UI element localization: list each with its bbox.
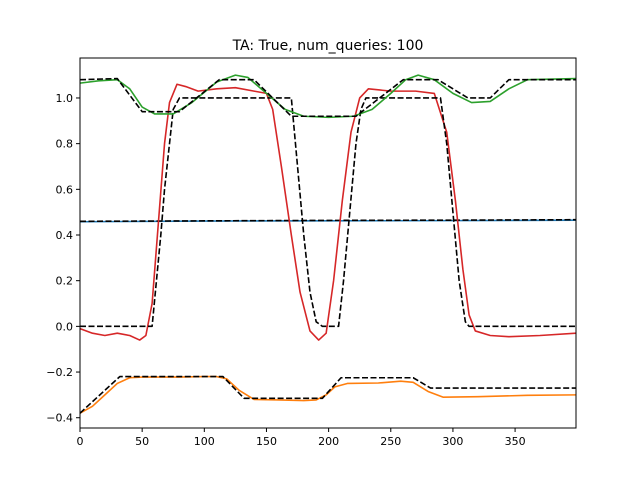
x-tick-label: 300 [442,435,463,448]
y-tick-label: −0.2 [46,366,73,379]
y-tick-label: 1.0 [56,92,74,105]
series-line-5 [80,97,576,328]
series-line-4 [80,83,576,341]
x-tick-label: 350 [505,435,526,448]
x-tick-label: 50 [135,435,149,448]
y-tick-label: 0.0 [56,320,74,333]
series-line-1 [80,218,576,223]
chart-title: TA: True, num_queries: 100 [232,38,424,54]
y-tick-label: 0.2 [56,275,74,288]
x-tick-label: 0 [77,435,84,448]
series-layer [80,74,576,414]
y-tick-label: 0.6 [56,183,74,196]
y-axis: −0.4 −0.2 0.0 0.2 0.4 0.6 0.8 1.0 [46,92,80,425]
y-tick-label: 0.4 [56,229,74,242]
x-tick-label: 100 [194,435,215,448]
x-tick-label: 250 [380,435,401,448]
series-line-2 [80,375,576,414]
y-tick-label: −0.4 [46,412,73,425]
y-tick-label: 0.8 [56,138,74,151]
series-line-7 [80,77,576,118]
x-tick-label: 150 [256,435,277,448]
series-line-3 [80,375,576,414]
x-axis: 0 50 100 150 200 250 300 350 [77,428,526,448]
x-tick-label: 200 [318,435,339,448]
plot-frame [79,57,577,429]
